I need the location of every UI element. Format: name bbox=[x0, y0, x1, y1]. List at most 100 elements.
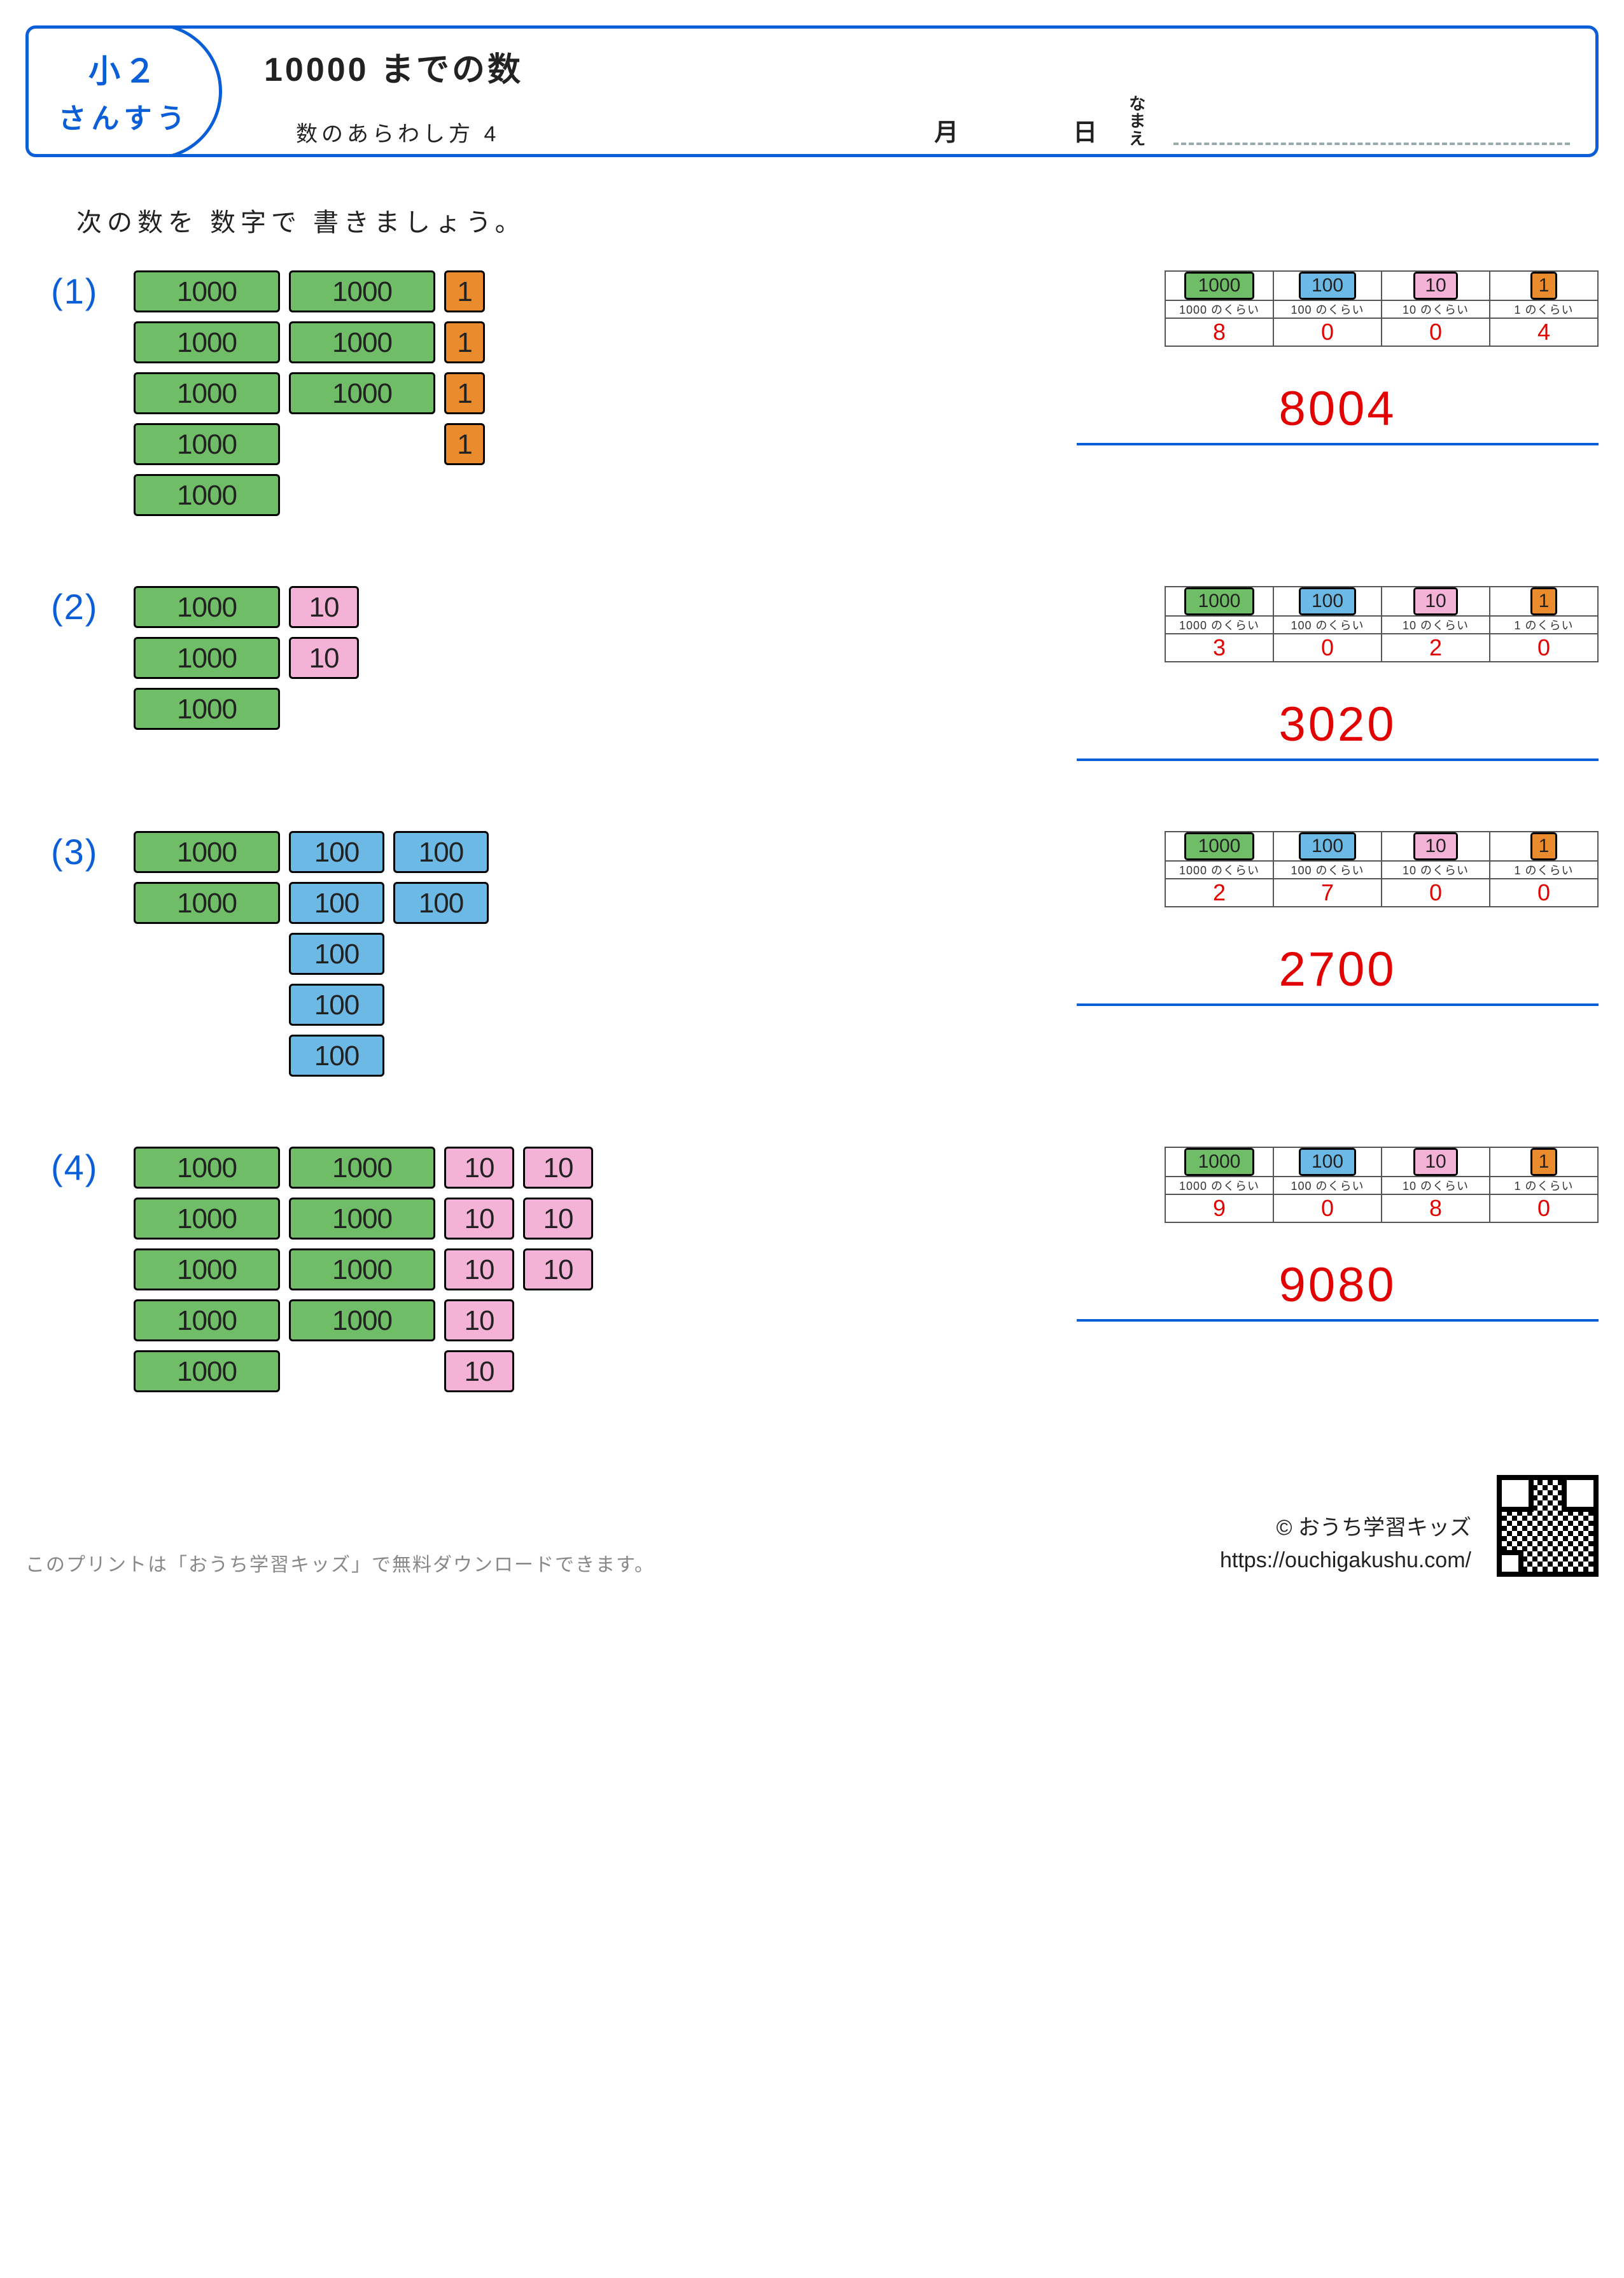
header-main: 10000 までの数 数のあらわし方 4 月 日 な ま え bbox=[220, 29, 1595, 154]
value-1: 0 bbox=[1490, 1194, 1598, 1222]
tile-c10: 10 bbox=[444, 1147, 514, 1189]
grade-line2: さんすう bbox=[58, 95, 190, 136]
tile-c1000: 1000 bbox=[134, 1147, 280, 1189]
tile-c1: 1 bbox=[444, 321, 485, 363]
chip-1000: 1000 bbox=[1184, 272, 1254, 300]
chip-1: 1 bbox=[1530, 832, 1558, 860]
tile-c1000: 1000 bbox=[289, 1299, 435, 1341]
label-10: 10 のくらい bbox=[1382, 1177, 1490, 1194]
tile-area: 1000100010001010 bbox=[134, 586, 865, 730]
problem-number: (2) bbox=[25, 586, 121, 627]
label-100: 100 のくらい bbox=[1273, 1177, 1382, 1194]
tile-c1000: 1000 bbox=[134, 586, 280, 628]
value-10: 8 bbox=[1382, 1194, 1490, 1222]
tile-c1000: 1000 bbox=[134, 831, 280, 873]
label-1000: 1000 のくらい bbox=[1165, 861, 1273, 879]
value-1000: 3 bbox=[1165, 634, 1273, 662]
name-field-line[interactable] bbox=[1173, 143, 1570, 145]
footer-url: https://ouchigakushu.com/ bbox=[1220, 1544, 1471, 1577]
chip-1000: 1000 bbox=[1184, 1148, 1254, 1176]
chip-10: 10 bbox=[1413, 272, 1458, 300]
place-value-table: 1000 100 10 1 1000 のくらい 100 のくらい 10 のくらい… bbox=[1165, 831, 1599, 907]
tile-c1: 1 bbox=[444, 423, 485, 465]
chip-100: 100 bbox=[1299, 272, 1356, 300]
tile-area: 1000100010001000100010001000100010001010… bbox=[134, 1147, 865, 1392]
place-value-table: 1000 100 10 1 1000 のくらい 100 のくらい 10 のくらい… bbox=[1165, 270, 1599, 347]
tile-c1: 1 bbox=[444, 372, 485, 414]
answer-side: 1000 100 10 1 1000 のくらい 100 のくらい 10 のくらい… bbox=[962, 1147, 1599, 1322]
chip-10: 10 bbox=[1413, 587, 1458, 615]
tile-c1000: 1000 bbox=[289, 1248, 435, 1290]
place-value-table: 1000 100 10 1 1000 のくらい 100 のくらい 10 のくらい… bbox=[1165, 1147, 1599, 1223]
place-value-table: 1000 100 10 1 1000 のくらい 100 のくらい 10 のくらい… bbox=[1165, 586, 1599, 662]
qr-code-icon bbox=[1497, 1475, 1599, 1577]
value-10: 0 bbox=[1382, 318, 1490, 346]
answer-side: 1000 100 10 1 1000 のくらい 100 のくらい 10 のくらい… bbox=[962, 831, 1599, 1006]
tile-c100: 100 bbox=[289, 831, 384, 873]
answer-value: 8004 bbox=[1077, 379, 1599, 445]
tile-c1000: 1000 bbox=[134, 688, 280, 730]
problem: (4) 100010001000100010001000100010001000… bbox=[25, 1147, 1599, 1392]
tile-c100: 100 bbox=[393, 882, 489, 924]
grade-badge: 小２ さんすう bbox=[29, 29, 220, 154]
tile-c1000: 1000 bbox=[134, 882, 280, 924]
value-1000: 9 bbox=[1165, 1194, 1273, 1222]
tile-c1000: 1000 bbox=[134, 1198, 280, 1240]
label-1: 1 のくらい bbox=[1490, 1177, 1598, 1194]
tile-c10: 10 bbox=[523, 1147, 593, 1189]
tile-c10: 10 bbox=[444, 1248, 514, 1290]
chip-100: 100 bbox=[1299, 1148, 1356, 1176]
tile-c100: 100 bbox=[289, 984, 384, 1026]
value-1000: 2 bbox=[1165, 879, 1273, 907]
tile-c10: 10 bbox=[523, 1248, 593, 1290]
label-10: 10 のくらい bbox=[1382, 616, 1490, 634]
tile-c1000: 1000 bbox=[134, 321, 280, 363]
problem-number: (4) bbox=[25, 1147, 121, 1188]
chip-10: 10 bbox=[1413, 1148, 1458, 1176]
value-100: 0 bbox=[1273, 318, 1382, 346]
label-100: 100 のくらい bbox=[1273, 616, 1382, 634]
tile-c100: 100 bbox=[393, 831, 489, 873]
name-label: な ま え bbox=[1129, 95, 1148, 148]
tile-c1000: 1000 bbox=[289, 372, 435, 414]
tile-c1000: 1000 bbox=[134, 1299, 280, 1341]
footer-copyright: © おうち学習キッズ bbox=[1220, 1512, 1471, 1544]
problem-number: (1) bbox=[25, 270, 121, 312]
tile-c1000: 1000 bbox=[134, 1350, 280, 1392]
tile-area: 100010001000100010001000100010001111 bbox=[134, 270, 865, 516]
tile-c1000: 1000 bbox=[134, 474, 280, 516]
tile-c10: 10 bbox=[444, 1198, 514, 1240]
tile-c100: 100 bbox=[289, 882, 384, 924]
footer-note: このプリントは「おうち学習キッズ」で無料ダウンロードできます。 bbox=[25, 1549, 655, 1577]
label-1000: 1000 のくらい bbox=[1165, 300, 1273, 318]
worksheet-title: 10000 までの数 bbox=[264, 43, 523, 90]
tile-c100: 100 bbox=[289, 1035, 384, 1077]
tile-c100: 100 bbox=[289, 933, 384, 975]
tile-c10: 10 bbox=[523, 1198, 593, 1240]
worksheet-subtitle: 数のあらわし方 4 bbox=[264, 116, 500, 148]
problem: (2) 1000100010001010 1000 100 10 1 1000 … bbox=[25, 586, 1599, 761]
answer-value: 2700 bbox=[1077, 939, 1599, 1006]
chip-100: 100 bbox=[1299, 587, 1356, 615]
tile-c10: 10 bbox=[289, 586, 359, 628]
label-1: 1 のくらい bbox=[1490, 861, 1598, 879]
tile-c10: 10 bbox=[444, 1350, 514, 1392]
instruction-text: 次の数を 数字で 書きましょう。 bbox=[76, 202, 1599, 239]
label-1: 1 のくらい bbox=[1490, 616, 1598, 634]
label-10: 10 のくらい bbox=[1382, 861, 1490, 879]
tile-c1000: 1000 bbox=[289, 270, 435, 312]
value-10: 2 bbox=[1382, 634, 1490, 662]
answer-value: 9080 bbox=[1077, 1255, 1599, 1322]
answer-value: 3020 bbox=[1077, 694, 1599, 761]
chip-10: 10 bbox=[1413, 832, 1458, 860]
tile-c1000: 1000 bbox=[134, 637, 280, 679]
worksheet-header: 小２ さんすう 10000 までの数 数のあらわし方 4 月 日 な bbox=[25, 25, 1599, 157]
chip-1: 1 bbox=[1530, 1148, 1558, 1176]
month-label: 月 bbox=[934, 113, 958, 148]
answer-side: 1000 100 10 1 1000 のくらい 100 のくらい 10 のくらい… bbox=[962, 586, 1599, 761]
chip-1: 1 bbox=[1530, 587, 1558, 615]
value-100: 0 bbox=[1273, 1194, 1382, 1222]
label-1000: 1000 のくらい bbox=[1165, 616, 1273, 634]
tile-c1000: 1000 bbox=[134, 423, 280, 465]
chip-1000: 1000 bbox=[1184, 587, 1254, 615]
